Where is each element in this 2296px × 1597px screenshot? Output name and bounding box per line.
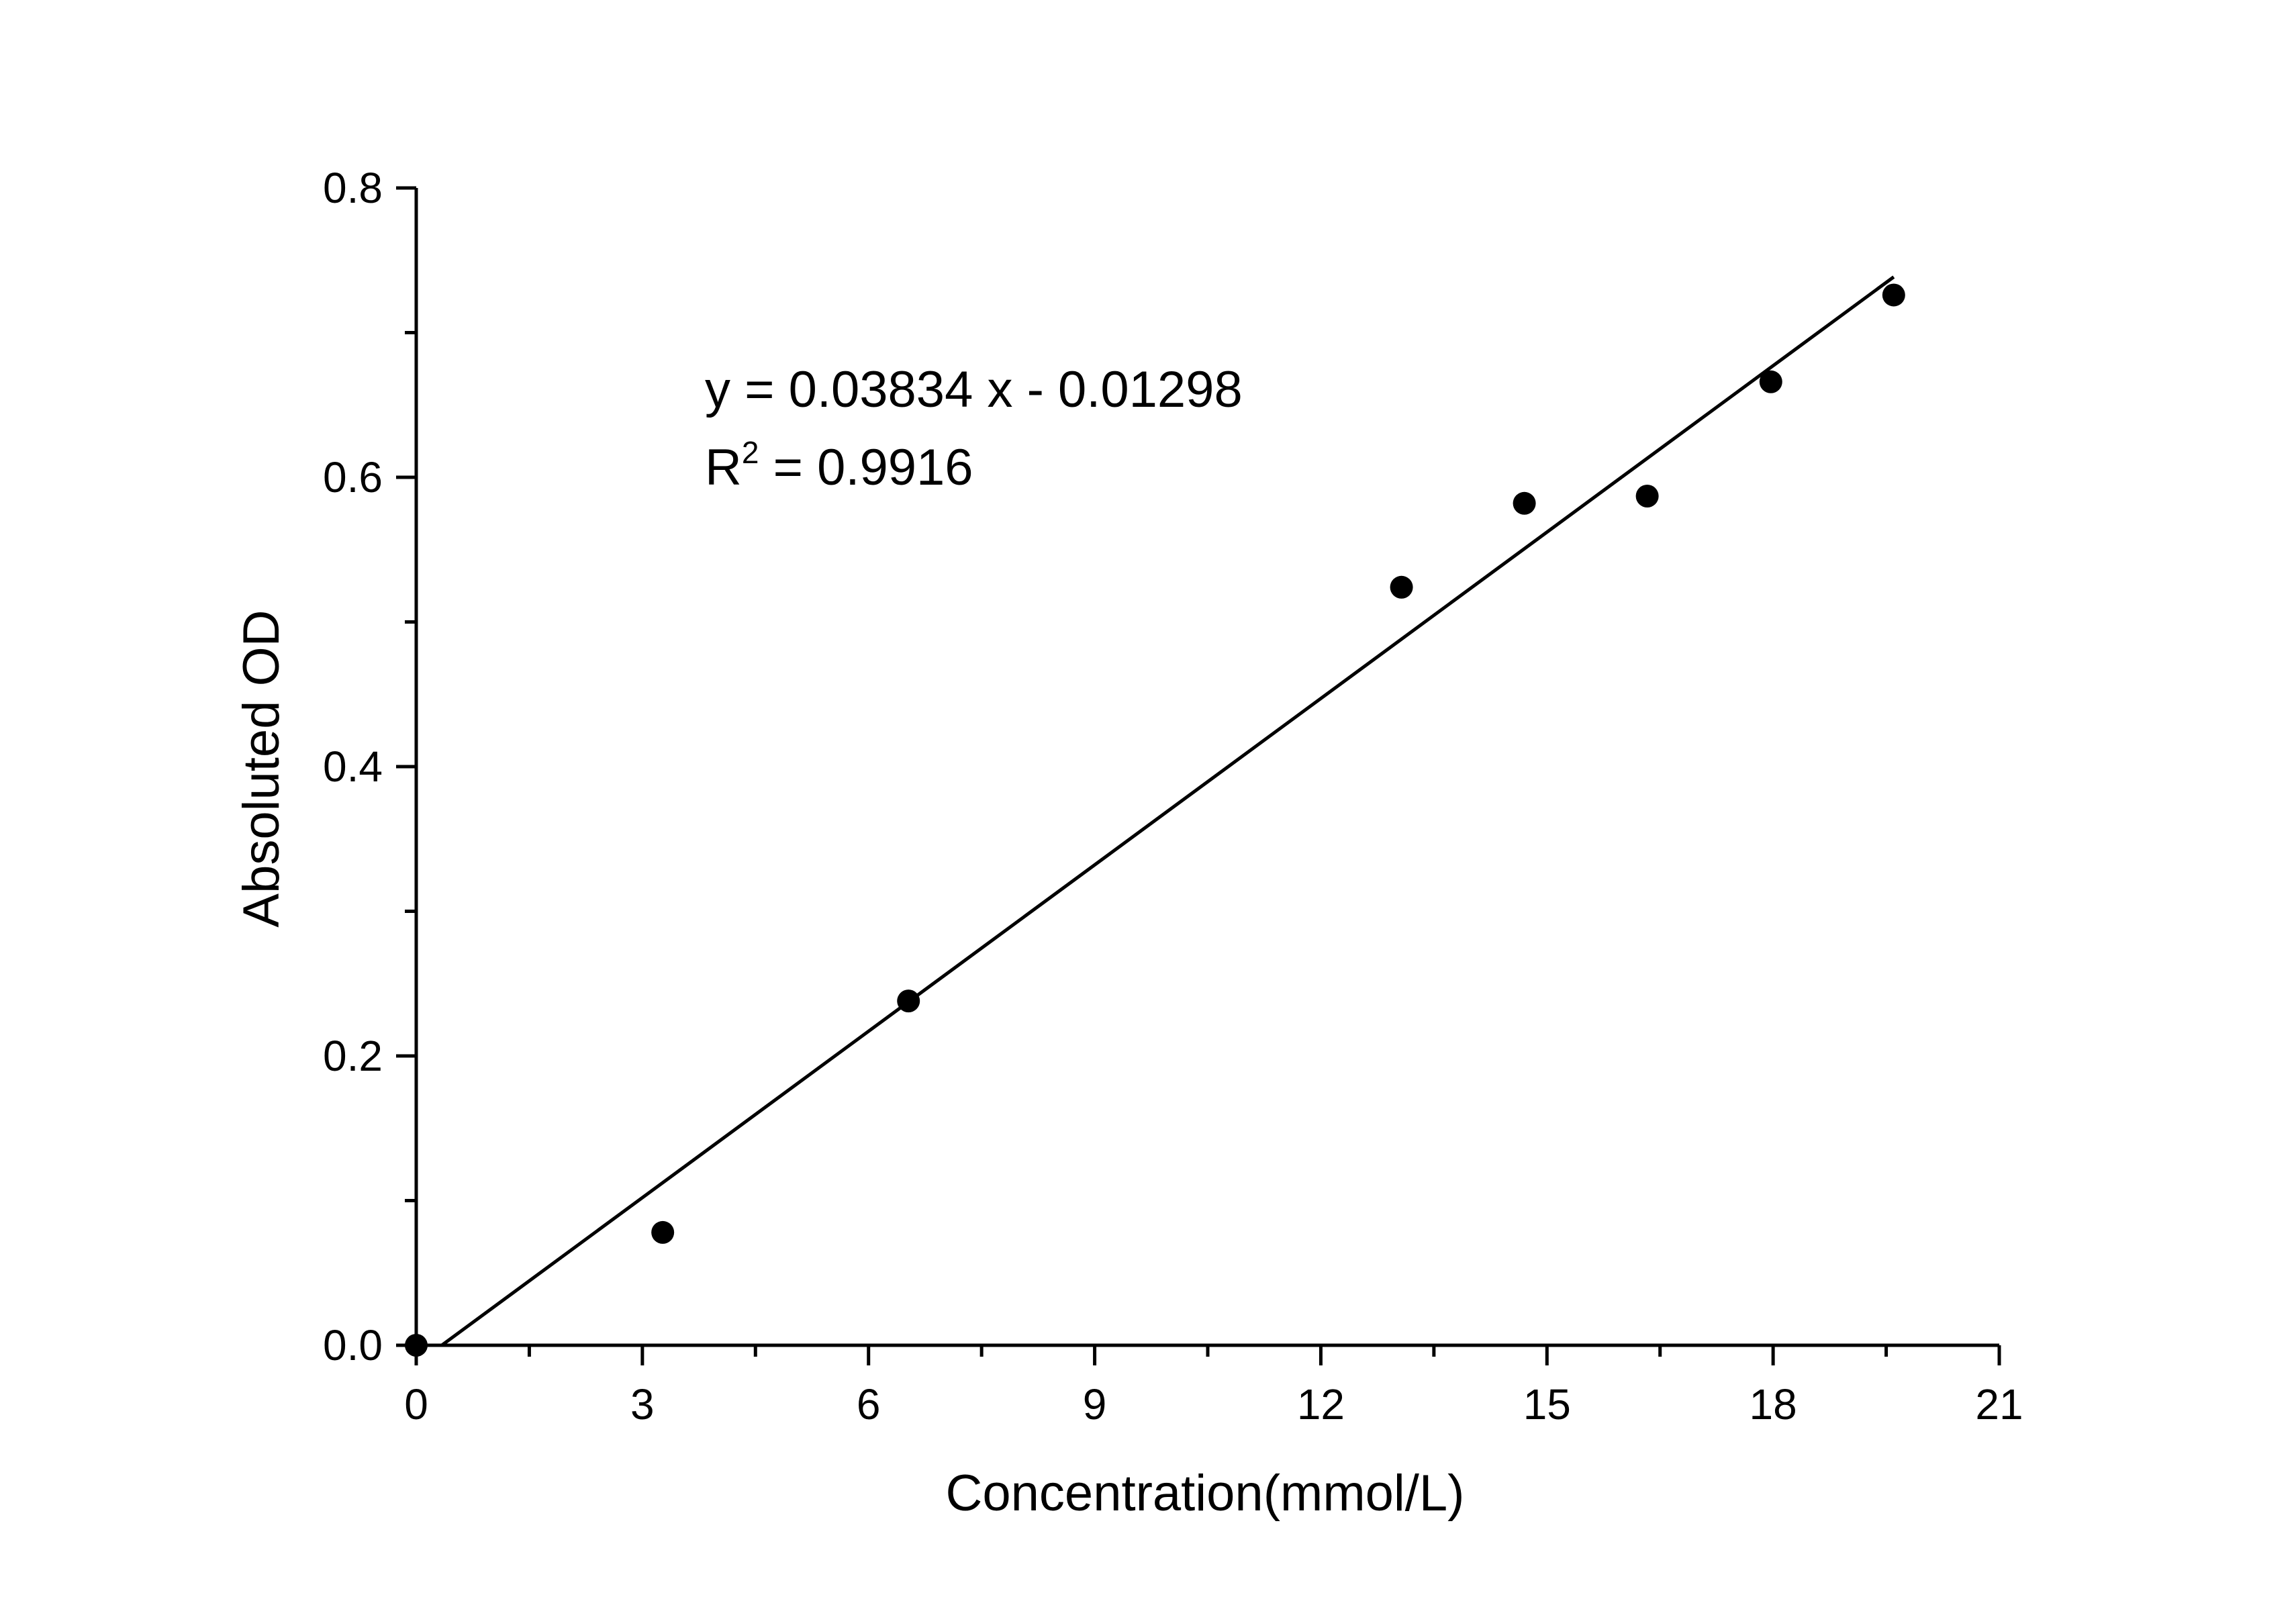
y-tick-label: 0.4 [323, 742, 383, 791]
r-squared-value: = 0.9916 [759, 439, 973, 496]
r-squared-label: R2 = 0.9916 [705, 435, 973, 496]
data-point [897, 989, 920, 1013]
x-axis-title: Concentration(mmol/L) [946, 1465, 1465, 1522]
data-point [1390, 575, 1413, 599]
data-point [651, 1220, 675, 1244]
fit-line [440, 275, 1895, 1347]
x-tick-label: 3 [630, 1380, 655, 1429]
y-tick-label: 0.0 [323, 1321, 383, 1369]
y-axis-title: Absoluted OD [233, 610, 290, 927]
y-tick-label: 0.6 [323, 453, 383, 501]
x-tick-label: 15 [1523, 1380, 1571, 1429]
data-point [1513, 491, 1536, 515]
x-tick-label: 0 [404, 1380, 428, 1429]
tick-labels: 0 3 6 9 12 15 18 21 0.0 0.2 0.4 0.6 0.8 [323, 164, 2023, 1429]
x-tick-label: 12 [1297, 1380, 1345, 1429]
r-squared-superscript: 2 [742, 435, 759, 470]
r-squared-prefix: R [705, 439, 742, 496]
y-tick-label: 0.2 [323, 1032, 383, 1080]
fit-equation-label: y = 0.03834 x - 0.01298 [705, 361, 1243, 418]
x-tick-label: 21 [1975, 1380, 2023, 1429]
y-tick-label: 0.8 [323, 164, 383, 212]
x-tick-label: 6 [857, 1380, 881, 1429]
data-point [1759, 370, 1782, 393]
data-point [1882, 283, 1905, 307]
data-point [1635, 485, 1659, 508]
data-points [405, 283, 1905, 1357]
x-tick-label: 18 [1750, 1380, 1797, 1429]
x-tick-label: 9 [1083, 1380, 1107, 1429]
data-point [405, 1334, 428, 1357]
